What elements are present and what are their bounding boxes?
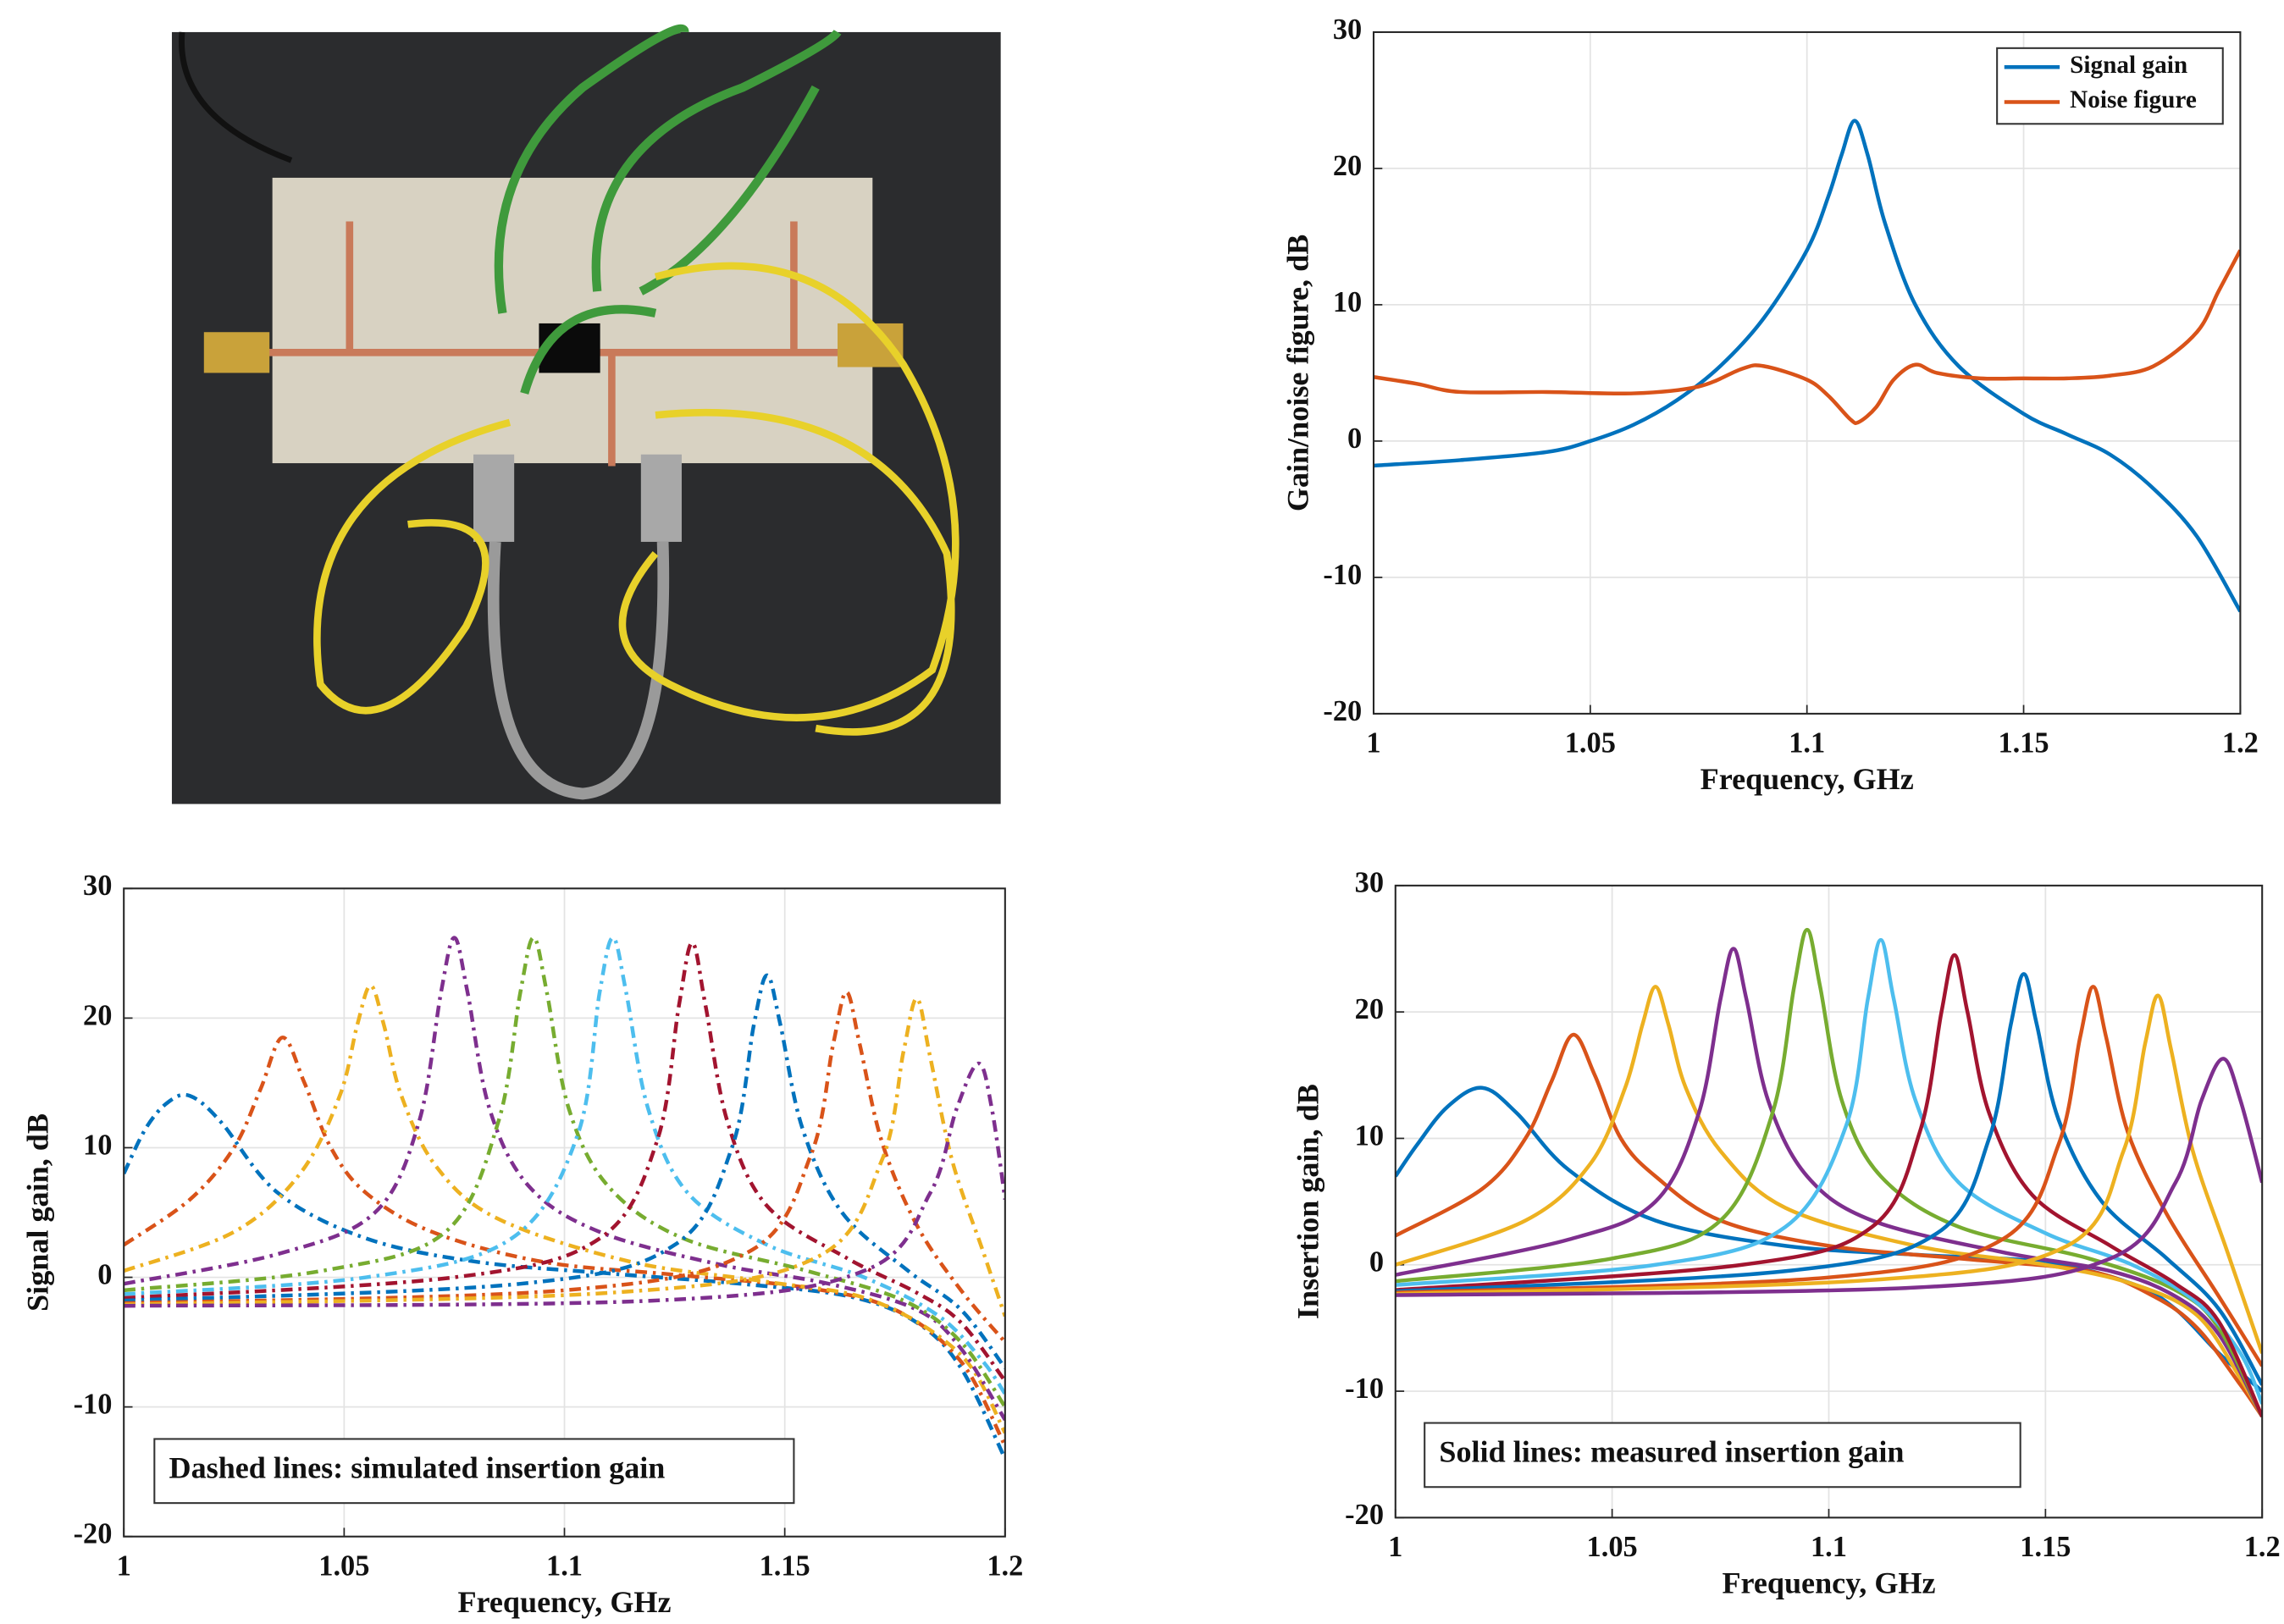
series-line xyxy=(1395,953,2263,1417)
y-axis-label: Gain/noise figure, dB xyxy=(1280,235,1314,511)
annotation-box xyxy=(153,1438,795,1505)
x-axis-label: Frequency, GHz xyxy=(457,1585,671,1619)
chart: 1 1.05 1.1 1.15 1.2 -20 -10 0 10 20 30 Frequency, G… xyxy=(20,870,1023,1619)
y-tick-label: 0 xyxy=(1369,1246,1384,1279)
series-line xyxy=(1395,985,2263,1418)
series-group xyxy=(1373,119,2241,613)
series-line xyxy=(124,1061,1005,1308)
connector xyxy=(640,454,682,542)
series-group xyxy=(124,936,1005,1460)
series-line xyxy=(124,936,1005,1408)
series-line xyxy=(1395,993,2263,1354)
legend-label: Noise figure xyxy=(2070,86,2197,113)
connector xyxy=(473,454,515,542)
chart: 1 1.05 1.1 1.15 1.2 -20 -10 0 10 20 30 Frequency, G… xyxy=(1280,14,2259,796)
y-tick-label: 30 xyxy=(1333,14,1362,46)
series-group xyxy=(1395,927,2263,1418)
series-line xyxy=(124,936,1005,1395)
yellow-wires xyxy=(313,262,960,736)
axes-frame xyxy=(1372,30,2242,715)
y-tick-label: -10 xyxy=(1323,559,1362,591)
axes-frame xyxy=(1394,884,2264,1519)
series-line xyxy=(124,936,1005,1422)
x-tick-label: 1.15 xyxy=(1998,727,2049,760)
y-axis-label: Signal gain, dB xyxy=(20,1113,54,1312)
series-line xyxy=(1395,947,2263,1417)
x-tick-label: 1.1 xyxy=(1811,1531,1847,1563)
x-tick-label: 1 xyxy=(1366,727,1380,760)
x-tick-label: 1.1 xyxy=(546,1549,583,1582)
annotation: Dashed lines: simulated insertion gain xyxy=(169,1451,666,1485)
y-tick-label: -20 xyxy=(1345,1499,1384,1531)
y-tick-label: 0 xyxy=(1347,423,1362,455)
chart: 1 1.05 1.1 1.15 1.2 -20 -10 0 10 20 30 Frequency, G… xyxy=(1291,867,2280,1600)
connector xyxy=(203,332,270,373)
y-tick-label: 0 xyxy=(97,1258,112,1290)
series-line xyxy=(124,1092,1005,1460)
x-tick-label: 1.2 xyxy=(2222,727,2259,760)
x-tick-label: 1.05 xyxy=(1565,727,1616,760)
y-tick-label: 30 xyxy=(83,870,112,902)
x-tick-label: 1.1 xyxy=(1789,727,1825,760)
y-tick-label: -10 xyxy=(1345,1373,1384,1405)
series-line xyxy=(124,983,1005,1434)
photo xyxy=(171,24,1001,804)
x-tick-label: 1 xyxy=(117,1549,131,1582)
series-line xyxy=(1373,249,2241,425)
series-line xyxy=(124,973,1005,1370)
x-tick-label: 1.15 xyxy=(2020,1531,2071,1563)
series-line xyxy=(1395,937,2263,1405)
series-line xyxy=(124,997,1005,1317)
legend-label: Signal gain xyxy=(2070,52,2187,79)
y-tick-label: 30 xyxy=(1355,867,1384,899)
annotation-box xyxy=(1424,1422,2021,1489)
x-axis-label: Frequency, GHz xyxy=(1722,1566,1935,1599)
series-line xyxy=(1395,985,2263,1367)
series-line xyxy=(1395,1085,2263,1393)
y-tick-label: -20 xyxy=(74,1518,113,1550)
x-tick-label: 1.05 xyxy=(1587,1531,1638,1563)
y-tick-label: 10 xyxy=(1333,286,1362,318)
y-tick-label: 10 xyxy=(1355,1119,1384,1152)
x-tick-label: 1.15 xyxy=(760,1549,810,1582)
green-wires xyxy=(494,24,842,395)
series-line xyxy=(1395,927,2263,1417)
coax-cable xyxy=(487,541,670,800)
x-tick-label: 1.2 xyxy=(987,1549,1023,1582)
series-line xyxy=(1395,972,2263,1386)
cable xyxy=(179,31,293,163)
legend-box xyxy=(1996,47,2224,125)
series-line xyxy=(1395,1057,2263,1297)
x-axis-label: Frequency, GHz xyxy=(1701,762,1914,796)
series-line xyxy=(124,1036,1005,1447)
x-tick-label: 1.2 xyxy=(2244,1531,2281,1563)
y-tick-label: -10 xyxy=(74,1389,113,1421)
y-tick-label: 10 xyxy=(83,1129,112,1161)
series-line xyxy=(1373,119,2241,613)
x-tick-label: 1 xyxy=(1388,1531,1402,1563)
series-line xyxy=(124,990,1005,1344)
axes-frame xyxy=(123,887,1006,1538)
y-axis-label: Insertion gain, dB xyxy=(1291,1084,1324,1319)
annotation: Solid lines: measured insertion gain xyxy=(1439,1435,1904,1469)
x-tick-label: 1.05 xyxy=(318,1549,369,1582)
y-tick-label: 20 xyxy=(83,999,112,1031)
y-tick-label: 20 xyxy=(1355,993,1384,1025)
y-tick-label: -20 xyxy=(1323,695,1362,727)
y-tick-label: 20 xyxy=(1333,150,1362,182)
